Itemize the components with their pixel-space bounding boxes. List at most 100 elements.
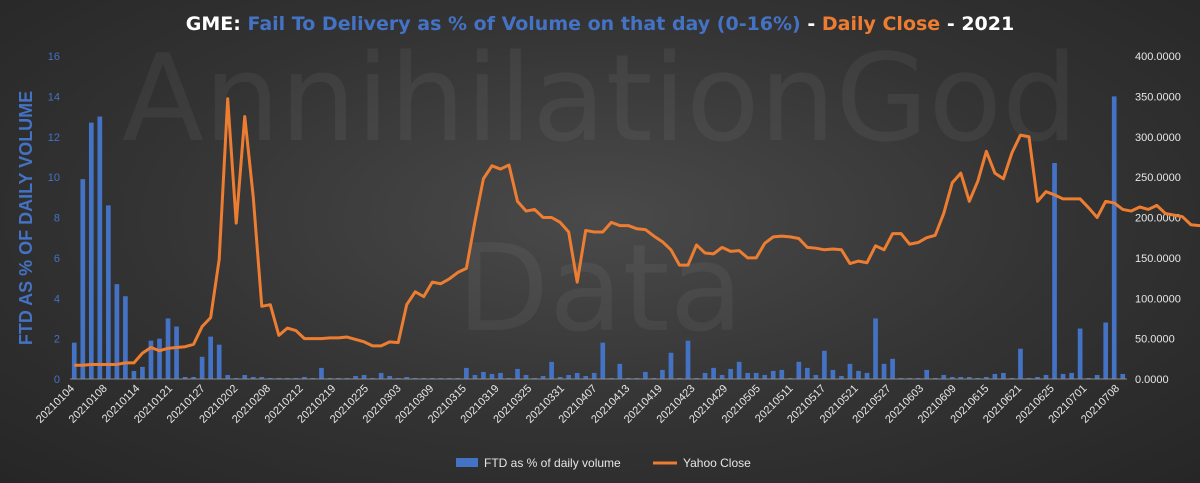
legend-bar-swatch xyxy=(456,458,478,467)
y-tick-left: 2 xyxy=(54,334,60,346)
y-tick-right: 50.0000 xyxy=(1135,334,1175,346)
ftd-bar xyxy=(242,374,248,379)
ftd-bar xyxy=(574,372,580,379)
legend-ftd-label: FTD as % of daily volume xyxy=(484,456,621,470)
ftd-bar xyxy=(310,377,316,379)
ftd-bar xyxy=(1111,96,1117,380)
y-tick-left: 16 xyxy=(48,51,60,63)
legend-close-label: Yahoo Close xyxy=(683,456,751,470)
y-axis-label: FTD AS % OF DAILY VOLUME xyxy=(16,91,36,345)
ftd-bar xyxy=(523,374,529,379)
chart-title: GME: Fail To Delivery as % of Volume on … xyxy=(186,13,1014,35)
ftd-bar xyxy=(285,377,290,379)
ftd-bar xyxy=(822,350,827,379)
y-axis-left: 0 2 4 6 8 10 12 14 16 xyxy=(48,51,60,386)
ftd-bar xyxy=(591,372,597,379)
y-tick-right: 0.0000 xyxy=(1135,374,1169,386)
y-tick-left: 12 xyxy=(48,132,60,144)
ftd-bar xyxy=(1001,372,1006,379)
ftd-bar xyxy=(1035,376,1040,379)
close-line xyxy=(74,97,1200,367)
title-ticker: GME: xyxy=(186,13,248,35)
ftd-bar xyxy=(267,377,273,379)
ftd-bar xyxy=(515,368,520,379)
ftd-bar xyxy=(651,377,657,379)
ftd-bar xyxy=(327,377,333,379)
ftd-bar xyxy=(677,377,682,379)
ftd-bar xyxy=(336,377,341,379)
ftd-bar xyxy=(1043,374,1049,379)
y-tick-left: 4 xyxy=(54,293,60,305)
ftd-bar xyxy=(787,377,793,379)
ftd-bar xyxy=(489,373,495,379)
ftd-bar xyxy=(694,377,699,379)
ftd-bar xyxy=(191,376,196,379)
ftd-bar xyxy=(1009,377,1015,379)
ftd-bar xyxy=(719,374,725,379)
ftd-bar xyxy=(839,375,844,379)
ftd-bar xyxy=(1018,348,1023,379)
ftd-bar xyxy=(148,340,154,379)
ftd-bar xyxy=(1094,374,1100,379)
ftd-bar xyxy=(429,377,435,379)
ftd-bar xyxy=(199,356,205,379)
title-ftd: Fail To Delivery as % of Volume on that … xyxy=(247,13,800,35)
ftd-bar xyxy=(847,363,853,379)
ftd-bar xyxy=(941,374,947,379)
ftd-bar xyxy=(728,368,733,379)
ftd-bar xyxy=(915,377,921,379)
ftd-bar xyxy=(498,372,503,379)
ftd-bar xyxy=(140,366,145,379)
y-tick-left: 0 xyxy=(54,374,60,386)
ftd-bar xyxy=(233,377,239,379)
ftd-bar xyxy=(540,375,546,379)
y-tick-left: 10 xyxy=(48,172,60,184)
ftd-bar xyxy=(114,284,120,379)
ftd-bar xyxy=(608,377,614,379)
ftd-bar xyxy=(88,122,94,380)
ftd-bar xyxy=(344,377,350,379)
title-close: Daily Close xyxy=(822,13,940,35)
ftd-bar xyxy=(932,377,938,379)
ftd-bar xyxy=(1026,377,1032,379)
ftd-bar xyxy=(97,116,103,379)
y-axis-right: 0.000050.0000100.0000150.0000200.0000250… xyxy=(1135,51,1181,386)
ftd-bar xyxy=(472,374,478,379)
ftd-bar xyxy=(250,376,256,379)
ftd-bar xyxy=(566,374,572,379)
ftd-bar xyxy=(387,375,392,379)
ftd-bar xyxy=(446,377,452,379)
ftd-bar xyxy=(421,377,427,379)
ftd-bar xyxy=(404,376,410,379)
ftd-bar xyxy=(438,377,444,379)
ftd-bar xyxy=(890,358,895,379)
y-tick-left: 14 xyxy=(48,91,60,103)
ftd-bar xyxy=(1077,328,1083,379)
ftd-bar xyxy=(174,326,179,379)
ftd-bar xyxy=(259,376,265,379)
ftd-bar xyxy=(1052,162,1057,379)
ftd-bar xyxy=(660,369,665,379)
ftd-bar xyxy=(736,361,742,379)
ftd-bar xyxy=(557,376,563,379)
ftd-bar xyxy=(898,377,904,379)
ftd-bar xyxy=(1120,373,1126,379)
ftd-bar xyxy=(625,377,631,379)
ftd-bar xyxy=(131,370,137,379)
y-tick-right: 250.0000 xyxy=(1135,172,1181,184)
ftd-bar xyxy=(71,342,77,379)
ftd-bar xyxy=(881,363,887,379)
ftd-bar xyxy=(745,372,751,379)
ftd-bar xyxy=(617,363,623,379)
ftd-bar xyxy=(830,369,836,379)
y-tick-right: 400.0000 xyxy=(1135,51,1181,63)
ftd-bar xyxy=(455,377,461,379)
ftd-bar xyxy=(873,318,878,379)
ftd-bar xyxy=(864,372,870,379)
ftd-bar xyxy=(216,344,222,379)
y-tick-right: 350.0000 xyxy=(1135,91,1181,103)
ftd-bar xyxy=(779,369,785,379)
ftd-bar xyxy=(276,377,282,379)
ftd-bar xyxy=(464,367,469,379)
